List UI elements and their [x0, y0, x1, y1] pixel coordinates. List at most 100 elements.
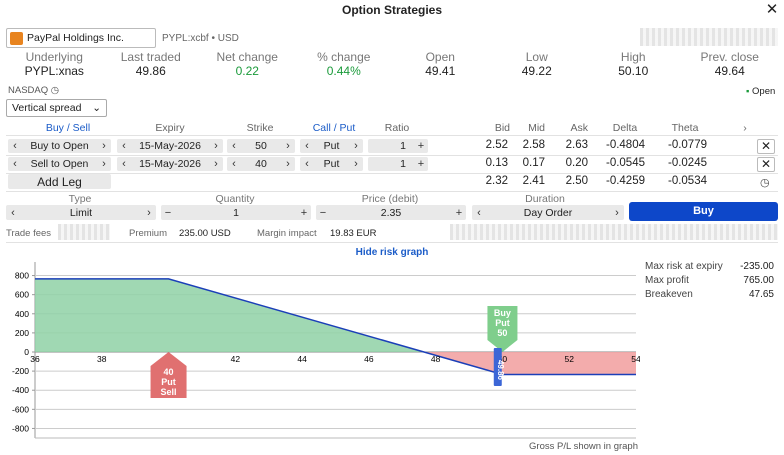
quote-value: 49.64: [714, 64, 745, 78]
col-bid: Bid: [494, 122, 510, 134]
quote-header: Open: [425, 50, 455, 64]
redacted-area: [640, 28, 778, 46]
chevron-left-icon[interactable]: ‹: [122, 158, 126, 170]
chevron-right-icon[interactable]: ›: [102, 140, 106, 152]
minus-icon[interactable]: −: [164, 206, 172, 219]
quote-value: 50.10: [618, 64, 649, 78]
profit-area: [35, 278, 424, 352]
chevron-right-icon[interactable]: ›: [354, 158, 358, 170]
clock-icon[interactable]: ◷: [760, 177, 770, 189]
chevron-right-icon[interactable]: ›: [286, 140, 290, 152]
buy-put-marker-label: Buy: [494, 308, 511, 318]
chevron-left-icon[interactable]: ‹: [13, 140, 17, 152]
chevron-right-icon[interactable]: ›: [214, 140, 218, 152]
close-icon[interactable]: ✕: [765, 1, 779, 18]
leg-bid: 0.13: [485, 157, 508, 169]
quote-header: Net change: [216, 50, 278, 64]
window-title: Option Strategies: [341, 3, 442, 17]
call-put-select[interactable]: ‹ Put ›: [300, 157, 363, 171]
order-type-select[interactable]: ‹ Limit ›: [6, 205, 156, 220]
col-buy-sell: Buy / Sell: [45, 122, 91, 134]
chevron-right-icon[interactable]: ›: [286, 158, 290, 170]
col-delta: Delta: [612, 122, 638, 134]
quote-value: 0.22: [235, 64, 259, 78]
call-put-value: Put: [323, 140, 340, 152]
margin-impact-value: 19.83 EUR: [330, 228, 377, 239]
risk-graph: 800 600 400 200 0 -200 -400 -600 -800 36 38 40 42 44 4…: [12, 262, 640, 439]
quantity-stepper[interactable]: − 1 +: [161, 205, 311, 220]
chevron-right-icon[interactable]: ›: [615, 206, 619, 219]
chevron-right-icon[interactable]: ›: [214, 158, 218, 170]
quote-headers: Underlying Last traded Net change % change O…: [6, 50, 778, 64]
divider: [6, 155, 778, 156]
redacted-area: [450, 224, 778, 240]
chevron-left-icon[interactable]: ‹: [122, 140, 126, 152]
chevron-left-icon[interactable]: ‹: [13, 158, 17, 170]
market-status-label: Open: [752, 86, 776, 97]
buy-put-marker-label: 50: [497, 328, 507, 338]
quote-header: Low: [525, 50, 548, 64]
quote-value: PYPL:xnas: [24, 64, 84, 78]
chevron-left-icon[interactable]: ‹: [305, 140, 309, 152]
minus-icon[interactable]: −: [319, 206, 327, 219]
plus-icon[interactable]: +: [300, 206, 308, 219]
leg-ask: 0.20: [565, 157, 588, 169]
current-price-marker: [493, 348, 502, 386]
symbol-exchange-info: PYPL:xcbf • USD: [162, 33, 239, 44]
quote-value: 49.41: [425, 64, 456, 78]
strike-select[interactable]: ‹ 50 ›: [227, 139, 295, 153]
chevron-left-icon[interactable]: ‹: [11, 206, 15, 219]
symbol-name: PayPal Holdings Inc.: [27, 32, 124, 44]
chevron-right-icon[interactable]: ›: [743, 122, 747, 134]
strike-value: 50: [255, 140, 267, 152]
ratio-value[interactable]: 1: [400, 158, 406, 170]
leg-mid: 0.17: [522, 157, 545, 169]
quantity-value[interactable]: 1: [233, 206, 239, 219]
remove-leg-button[interactable]: ✕: [757, 157, 775, 172]
x-tick-label: 46: [364, 354, 374, 364]
call-put-select[interactable]: ‹ Put ›: [300, 139, 363, 153]
symbol-selector[interactable]: PayPal Holdings Inc.: [6, 28, 156, 48]
col-ratio: Ratio: [384, 122, 410, 134]
exchange-name: NASDAQ: [8, 85, 49, 96]
sell-put-marker: [150, 352, 187, 398]
chevron-left-icon[interactable]: ‹: [232, 140, 236, 152]
y-tick-label: -200: [12, 366, 29, 376]
risk-stat-label: Breakeven: [645, 289, 693, 300]
expiry-select[interactable]: ‹ 15-May-2026 ›: [117, 139, 223, 153]
price-stepper[interactable]: − 2.35 +: [316, 205, 466, 220]
plus-icon[interactable]: +: [417, 140, 425, 152]
current-price-label: 49.86: [496, 360, 505, 381]
side-select[interactable]: ‹ Buy to Open ›: [8, 139, 111, 153]
redacted-area: [58, 224, 110, 240]
plus-icon[interactable]: +: [417, 158, 425, 170]
buy-button[interactable]: Buy: [629, 202, 778, 221]
y-tick-label: 800: [15, 271, 29, 281]
chevron-left-icon[interactable]: ‹: [232, 158, 236, 170]
x-tick-label: 42: [231, 354, 241, 364]
remove-leg-button[interactable]: ✕: [757, 139, 775, 154]
add-leg-button[interactable]: Add Leg: [8, 174, 111, 189]
chevron-left-icon[interactable]: ‹: [305, 158, 309, 170]
ratio-stepper[interactable]: 1 +: [368, 157, 428, 171]
ratio-value[interactable]: 1: [400, 140, 406, 152]
duration-value: Day Order: [523, 206, 573, 219]
ratio-stepper[interactable]: 1 +: [368, 139, 428, 153]
hide-risk-graph-link[interactable]: Hide risk graph: [355, 247, 429, 258]
chevron-right-icon[interactable]: ›: [354, 140, 358, 152]
strategy-select[interactable]: Vertical spread ⌄: [6, 99, 107, 117]
chevron-right-icon[interactable]: ›: [147, 206, 151, 219]
price-value[interactable]: 2.35: [380, 206, 402, 219]
strike-select[interactable]: ‹ 40 ›: [227, 157, 295, 171]
expiry-select[interactable]: ‹ 15-May-2026 ›: [117, 157, 223, 171]
y-tick-label: 400: [15, 309, 29, 319]
chevron-left-icon[interactable]: ‹: [477, 206, 481, 219]
chevron-right-icon[interactable]: ›: [102, 158, 106, 170]
price-label: Price (debit): [361, 193, 419, 205]
close-icon: ✕: [760, 157, 772, 171]
market-exchange: NASDAQ ◷: [8, 85, 59, 96]
plus-icon[interactable]: +: [455, 206, 463, 219]
side-select[interactable]: ‹ Sell to Open ›: [8, 157, 111, 171]
duration-select[interactable]: ‹ Day Order ›: [472, 205, 624, 220]
chevron-down-icon: ⌄: [92, 102, 101, 114]
